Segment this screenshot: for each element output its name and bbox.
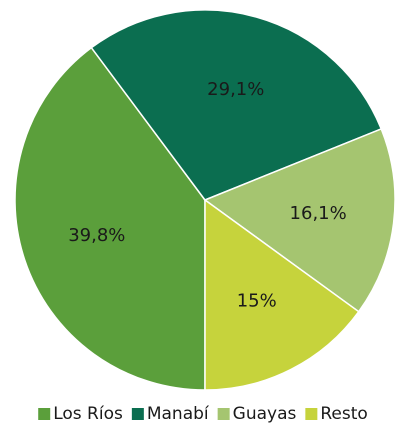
- pie-slice: [90, 9, 383, 201]
- legend-label: Resto: [320, 404, 367, 424]
- data-label: 15%: [237, 291, 277, 312]
- data-label: 29,1%: [207, 79, 264, 100]
- legend-swatch: [38, 408, 51, 420]
- pie-slice: [14, 46, 206, 391]
- legend-swatch: [217, 408, 230, 420]
- legend-label: Manabí: [147, 404, 210, 424]
- pie-slice: [203, 127, 396, 313]
- legend-swatch: [305, 408, 318, 420]
- pie-slice: [204, 198, 360, 391]
- data-label: 39,8%: [68, 225, 125, 246]
- legend: Los Ríos Manabí Guayas Resto: [38, 404, 368, 424]
- legend-swatch: [131, 408, 144, 420]
- legend-label: Guayas: [233, 404, 297, 424]
- data-label: 16,1%: [290, 203, 347, 224]
- legend-label: Los Ríos: [53, 404, 123, 424]
